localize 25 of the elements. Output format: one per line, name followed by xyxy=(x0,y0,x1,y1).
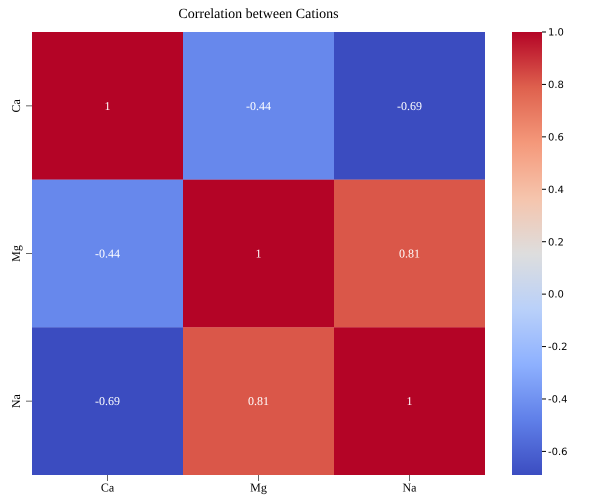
color-bar-label: 0.6 xyxy=(548,132,564,144)
y-tick-label: Mg xyxy=(9,245,23,262)
y-tick-label: Na xyxy=(9,394,23,408)
color-bar-label: -0.4 xyxy=(548,394,568,406)
color-bar-label: 0.4 xyxy=(548,184,564,196)
color-bar-label: 1.0 xyxy=(548,28,564,39)
data-label: -0.69 xyxy=(397,98,422,113)
x-tick-label: Na xyxy=(402,480,418,495)
y-tick-label: Ca xyxy=(9,98,23,113)
color-bar-label: -0.2 xyxy=(548,342,568,354)
data-label: 0.81 xyxy=(248,394,269,408)
color-bar-label: 0.2 xyxy=(548,237,564,248)
data-label: -0.44 xyxy=(246,98,271,113)
data-label: -0.69 xyxy=(95,394,120,408)
color-bar-label: 0.8 xyxy=(548,80,564,91)
x-tick-label: Ca xyxy=(100,480,115,495)
color-bar-label: -0.6 xyxy=(548,446,568,458)
data-label: 1 xyxy=(406,394,412,408)
data-label: -0.44 xyxy=(95,246,120,260)
chart-title: Correlation between Cations xyxy=(177,7,340,23)
data-label: 0.81 xyxy=(399,246,420,260)
x-tick-label: Mg xyxy=(250,480,267,495)
data-label: 1 xyxy=(104,98,110,113)
color-bar-label: 0.0 xyxy=(548,290,564,301)
data-label: 1 xyxy=(256,246,262,260)
